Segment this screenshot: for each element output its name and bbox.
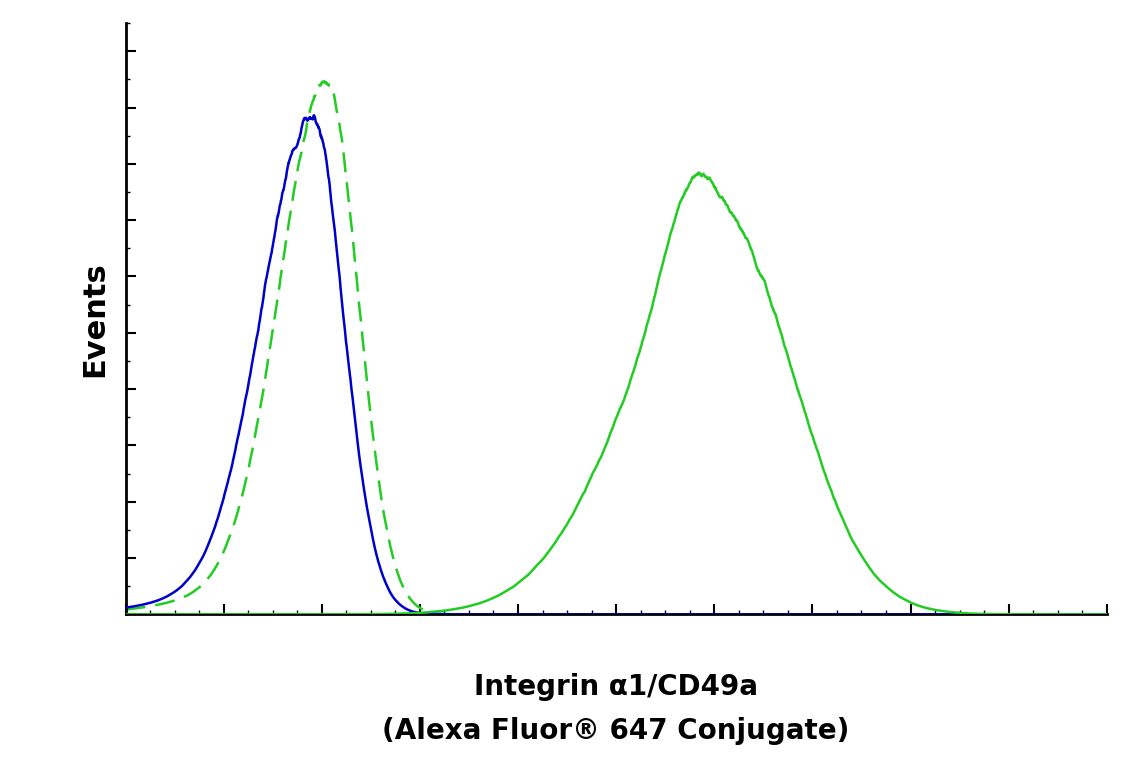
Y-axis label: Events: Events xyxy=(81,261,110,376)
Text: Integrin α1/CD49a: Integrin α1/CD49a xyxy=(475,674,758,701)
Text: (Alexa Fluor® 647 Conjugate): (Alexa Fluor® 647 Conjugate) xyxy=(382,717,850,745)
